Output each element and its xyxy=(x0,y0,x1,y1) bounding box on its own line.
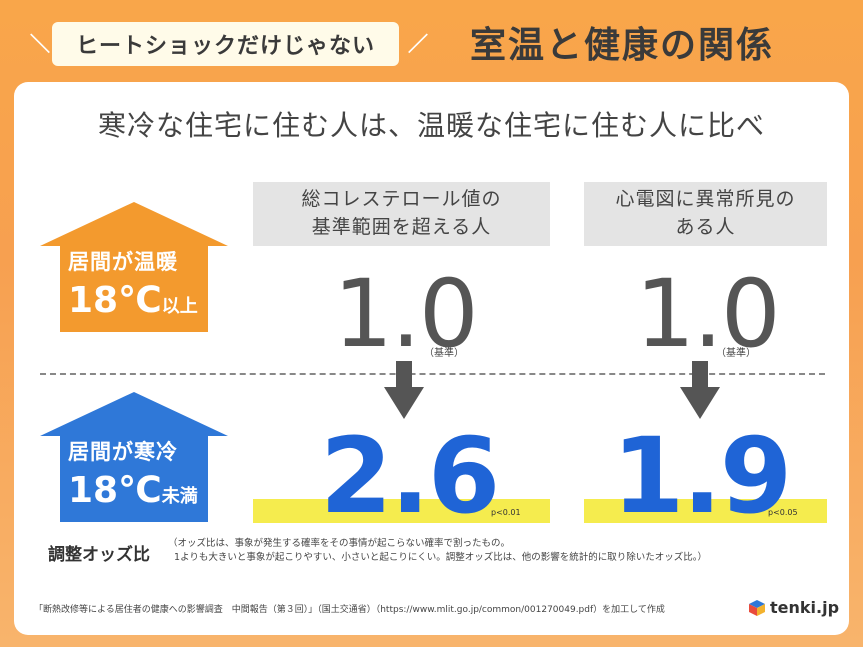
cold-house: 居間が寒冷 18℃未満 xyxy=(40,392,228,522)
tenki-cube-icon xyxy=(749,599,765,616)
odds-note-line: オッズ比は、事象が発生する確率をその事情が起こらない確率で割ったもの。 xyxy=(177,538,511,549)
column-header-line: 基準範囲を超える人 xyxy=(311,216,492,238)
odds-value-cholesterol: 2.6 xyxy=(320,415,500,537)
odds-label: 調整オッズ比 xyxy=(48,545,150,565)
cold-house-suffix: 未満 xyxy=(161,486,198,507)
spark-right-icon: ／ xyxy=(408,32,428,56)
cold-house-label: 居間が寒冷 xyxy=(68,440,178,464)
content-card xyxy=(14,82,849,635)
odds-value-ecg: 1.9 xyxy=(612,415,792,537)
odds-note: （オッズ比は、事象が発生する確率をその事情が起こらない確率で割ったもの。 1より… xyxy=(168,538,707,564)
column-header-ecg: 心電図に異常所見の ある人 xyxy=(584,182,827,246)
warm-house-icon xyxy=(40,202,228,332)
divider-line xyxy=(40,373,825,375)
source-note: 「断熱改修等による居住者の健康への影響調査 中間報告（第３回）」（国土交通省）（… xyxy=(34,605,665,615)
p-value-ecg: p<0.05 xyxy=(768,508,798,517)
brand-logo: tenki.jp xyxy=(748,598,839,617)
p-value-cholesterol: p<0.01 xyxy=(491,508,521,517)
arrow-down-icon xyxy=(384,361,424,419)
column-header-line: ある人 xyxy=(675,216,736,238)
spark-left-icon: ＼ xyxy=(30,32,50,56)
brand-name: tenki.jp xyxy=(770,598,840,617)
column-header-line: 総コレステロール値の xyxy=(301,188,502,211)
baseline-value-ecg: 1.0 xyxy=(635,260,781,369)
header-tag-text: ヒートショックだけじゃない xyxy=(75,34,375,59)
cold-house-temp: 18℃ xyxy=(68,470,162,511)
baseline-note-cholesterol: （基準） xyxy=(424,348,464,359)
page-title: 室温と健康の関係 xyxy=(470,25,775,66)
baseline-value-cholesterol: 1.0 xyxy=(333,260,479,369)
warm-house: 居間が温暖 18℃以上 xyxy=(40,202,228,332)
warm-house-temp: 18℃ xyxy=(68,280,162,321)
header-tag: ヒートショックだけじゃない xyxy=(52,22,399,66)
column-header-cholesterol: 総コレステロール値の 基準範囲を超える人 xyxy=(253,182,550,246)
column-header-line: 心電図に異常所見の xyxy=(615,188,796,211)
odds-note-line: 1よりも大きいと事象が起こりやすい、小さいと起こりにくい。調整オッズ比は、他の影… xyxy=(174,552,698,564)
main-heading: 寒冷な住宅に住む人は、温暖な住宅に住む人に比べ xyxy=(97,109,765,142)
arrow-down-icon xyxy=(680,361,720,419)
highlight-bar xyxy=(253,499,550,523)
highlight-bar xyxy=(584,499,827,523)
warm-house-suffix: 以上 xyxy=(161,296,198,317)
cold-house-icon xyxy=(40,392,228,522)
baseline-note-ecg: （基準） xyxy=(716,348,756,359)
warm-house-label: 居間が温暖 xyxy=(68,250,178,274)
